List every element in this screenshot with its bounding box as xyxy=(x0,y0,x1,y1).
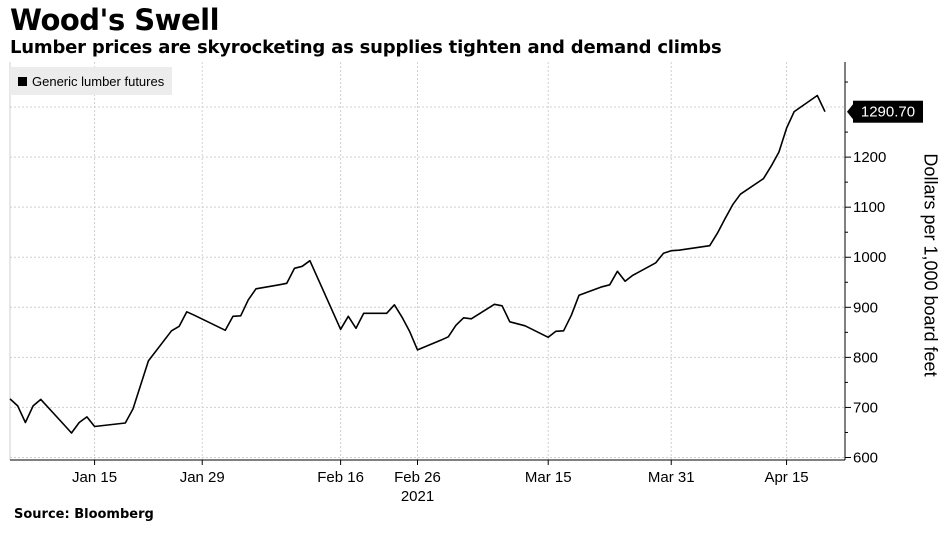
x-tick-label: Mar 15 xyxy=(525,469,572,486)
legend-swatch xyxy=(18,76,27,86)
x-tick-label: Jan 29 xyxy=(180,469,225,486)
chart-title: Wood's Swell xyxy=(10,3,220,37)
last-value-label: 1290.70 xyxy=(847,100,923,123)
last-value-badge xyxy=(853,100,923,123)
source-note: Source: Bloomberg xyxy=(14,507,154,522)
y-tick-label: 1000 xyxy=(853,249,886,266)
x-tick-label: Apr 15 xyxy=(764,469,808,486)
y-tick-label: 1100 xyxy=(853,199,885,216)
chart-subtitle: Lumber prices are skyrocketing as suppli… xyxy=(10,37,722,58)
series-line-generic-lumber-futures xyxy=(9,94,826,434)
y-tick-label: 700 xyxy=(853,399,878,416)
y-axis-label: Dollars per 1,000 board feet xyxy=(920,153,941,377)
y-tick-label: 1200 xyxy=(853,149,886,166)
last-value-text: 1290.70 xyxy=(861,104,915,121)
legend-label: Generic lumber futures xyxy=(32,73,165,89)
y-tick-label: 800 xyxy=(853,349,878,366)
gridlines xyxy=(10,62,845,460)
y-axis-ticks: 600 700 800 900 1000 1100 1200 xyxy=(845,81,886,466)
x-tick-label: Feb 16 xyxy=(317,469,364,486)
x-axis-year-label: 2021 xyxy=(401,488,434,505)
legend: Generic lumber futures xyxy=(10,67,173,95)
x-axis-ticks: Jan 15 Jan 29 Feb 16 Feb 26 Mar 15 Mar 31 Apr … xyxy=(72,460,809,486)
x-tick-label: Mar 31 xyxy=(648,469,695,486)
x-tick-label: Feb 26 xyxy=(394,469,441,486)
x-tick-label: Jan 15 xyxy=(72,469,117,486)
y-tick-label: 900 xyxy=(853,299,878,316)
y-tick-label: 600 xyxy=(853,449,878,466)
